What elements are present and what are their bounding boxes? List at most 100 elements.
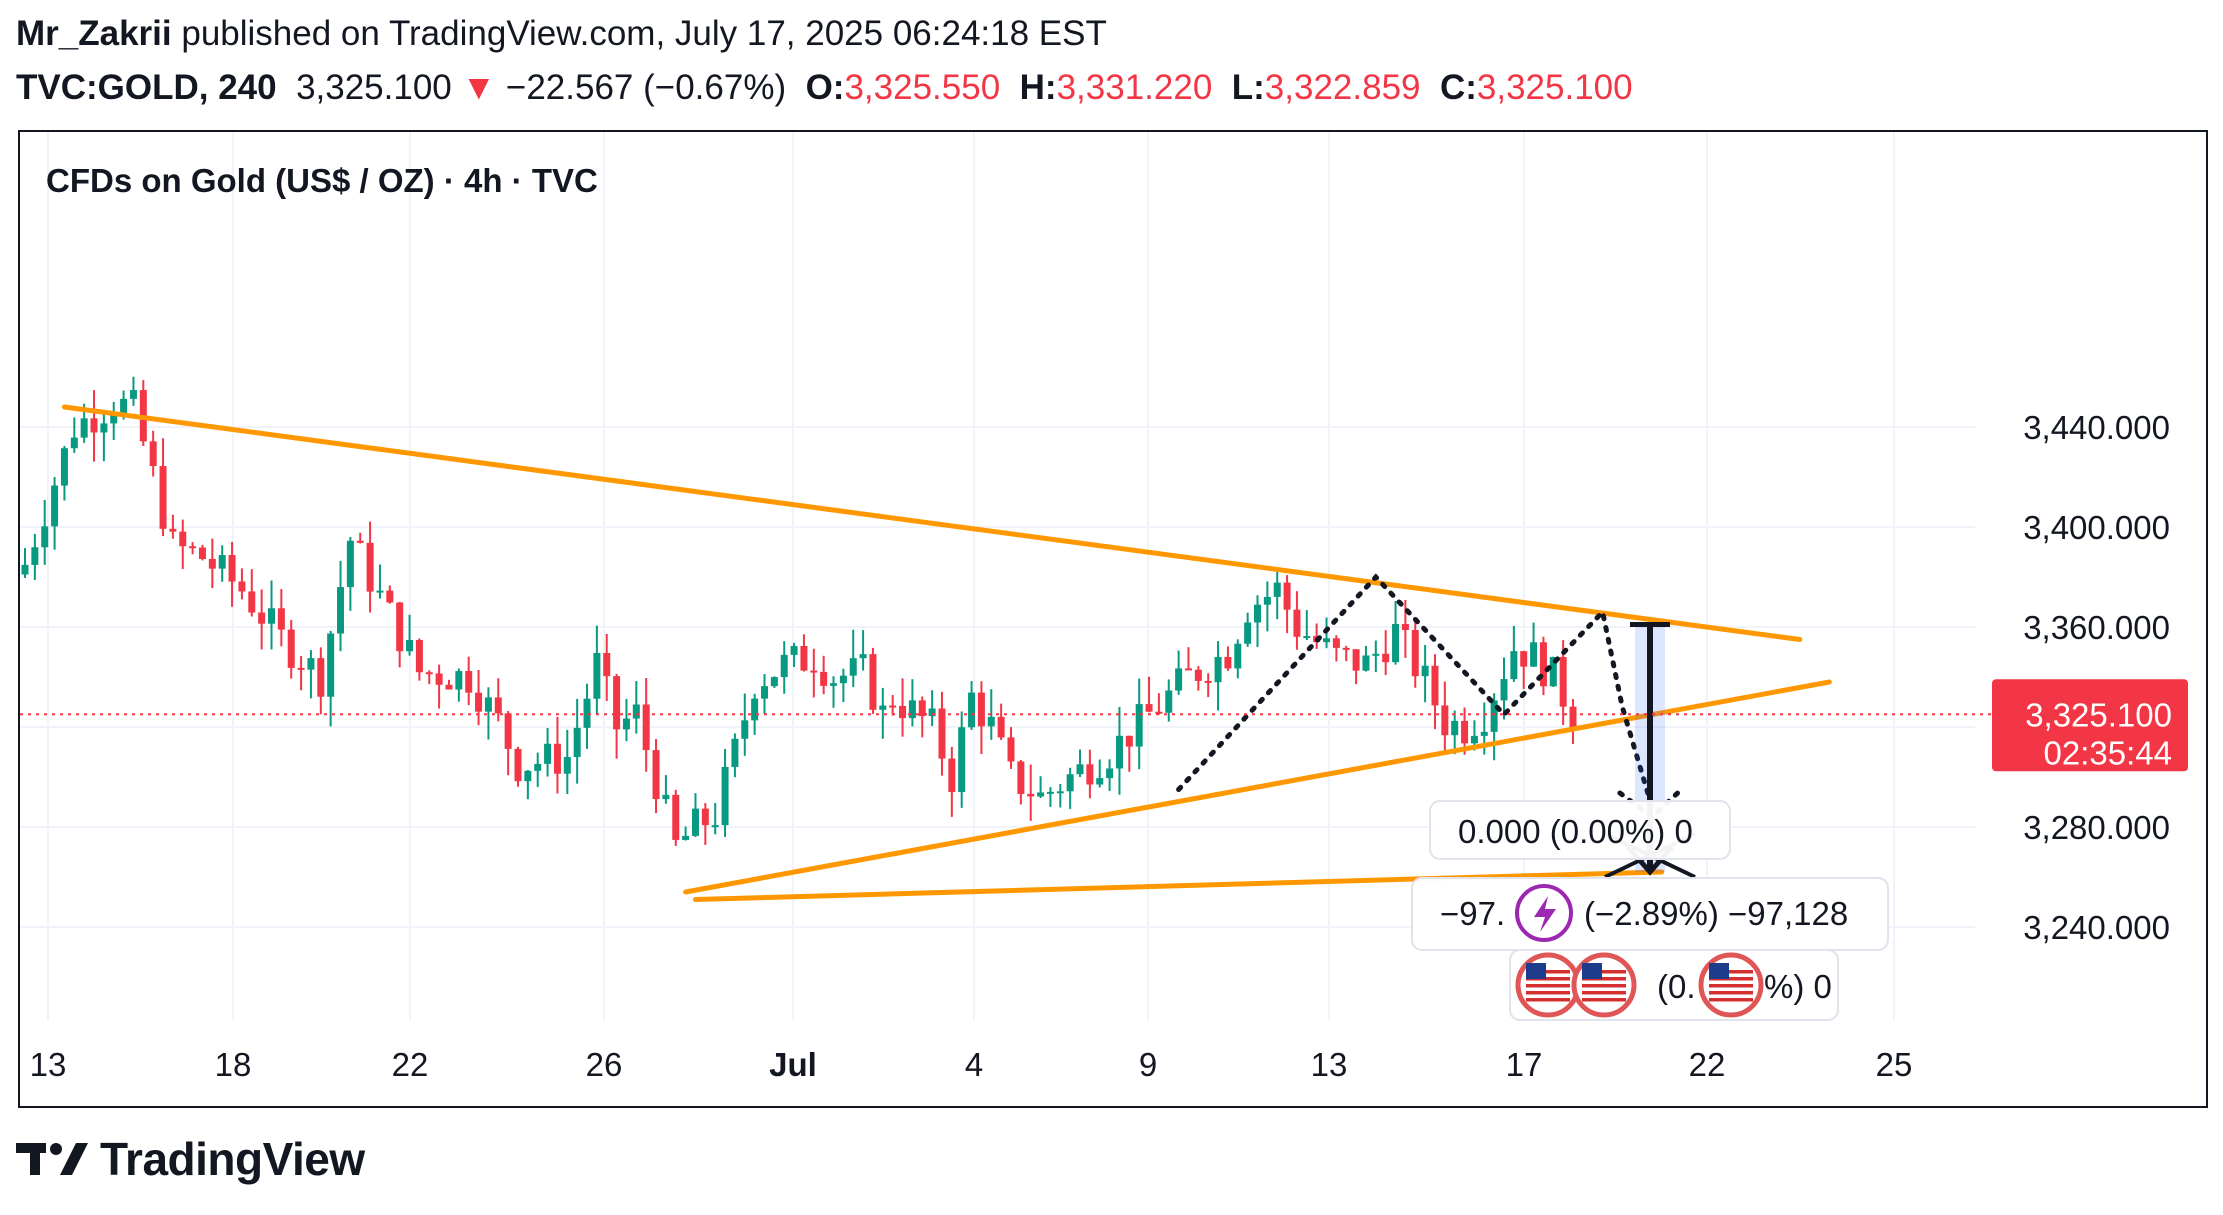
candle-body[interactable] (504, 713, 512, 749)
candle-body[interactable] (1007, 737, 1015, 762)
candle-body[interactable] (1362, 655, 1370, 671)
candle-body[interactable] (682, 835, 690, 840)
candle-body[interactable] (593, 653, 601, 699)
candle-body[interactable] (208, 558, 216, 569)
symbol-label[interactable]: TVC:GOLD, 240 (16, 68, 277, 107)
candle-body[interactable] (1135, 704, 1143, 747)
candle-body[interactable] (120, 398, 128, 415)
candle-body[interactable] (21, 564, 29, 575)
candle-body[interactable] (1204, 680, 1212, 683)
candle-body[interactable] (110, 414, 118, 424)
candle-body[interactable] (1066, 774, 1074, 792)
candle-body[interactable] (1461, 720, 1469, 744)
candle-body[interactable] (179, 531, 187, 547)
candle-body[interactable] (1530, 642, 1538, 667)
candle-body[interactable] (968, 692, 976, 728)
candle-body[interactable] (1283, 582, 1291, 610)
candle-body[interactable] (662, 794, 670, 800)
trendline-lower[interactable] (683, 679, 1832, 895)
candle-body[interactable] (1510, 651, 1518, 680)
candle-body[interactable] (70, 437, 78, 449)
candle-body[interactable] (337, 587, 345, 634)
candle-body[interactable] (1263, 596, 1271, 605)
candle-body[interactable] (415, 640, 423, 673)
candle-body[interactable] (1411, 630, 1419, 677)
candle-body[interactable] (770, 677, 778, 687)
candle-body[interactable] (1372, 653, 1380, 656)
candle-body[interactable] (672, 794, 680, 840)
candle-body[interactable] (928, 708, 936, 717)
candle-body[interactable] (1500, 679, 1508, 701)
candle-body[interactable] (899, 705, 907, 719)
candle-body[interactable] (346, 540, 354, 588)
candle-body[interactable] (31, 547, 39, 565)
candle-body[interactable] (879, 705, 887, 710)
candle-body[interactable] (1441, 705, 1449, 736)
candle-body[interactable] (889, 705, 897, 708)
candle-body[interactable] (51, 485, 59, 527)
candle-body[interactable] (544, 743, 552, 764)
candle-body[interactable] (524, 770, 532, 782)
candle-body[interactable] (356, 540, 364, 543)
candle-body[interactable] (1096, 778, 1104, 785)
candle-body[interactable] (761, 686, 768, 699)
candle-body[interactable] (731, 738, 739, 767)
candle-body[interactable] (553, 743, 561, 774)
candle-body[interactable] (1175, 668, 1183, 691)
candle-body[interactable] (1115, 735, 1123, 769)
us-flag-icon[interactable] (1698, 952, 1764, 1018)
candle-body[interactable] (1214, 656, 1222, 683)
candle-body[interactable] (1480, 731, 1488, 736)
candle-body[interactable] (1293, 609, 1301, 637)
candle-body[interactable] (159, 466, 167, 529)
candle-body[interactable] (1273, 582, 1281, 597)
candle-body[interactable] (751, 698, 759, 721)
trendline-upper[interactable] (61, 404, 1803, 642)
candle-body[interactable] (317, 658, 325, 697)
candle-body[interactable] (277, 608, 285, 630)
candle-body[interactable] (1421, 665, 1429, 677)
candles[interactable] (21, 376, 1577, 846)
candle-body[interactable] (820, 671, 828, 686)
candle-body[interactable] (189, 546, 197, 549)
candle-body[interactable] (1401, 623, 1409, 631)
candle-body[interactable] (721, 766, 729, 826)
candle-body[interactable] (938, 708, 946, 759)
candle-body[interactable] (435, 673, 443, 685)
candle-body[interactable] (918, 700, 926, 717)
candle-body[interactable] (1194, 669, 1202, 681)
candle-body[interactable] (484, 697, 492, 712)
candle-body[interactable] (228, 555, 236, 582)
candle-body[interactable] (573, 727, 581, 758)
candle-body[interactable] (1549, 657, 1557, 687)
candle-body[interactable] (741, 720, 749, 739)
candle-body[interactable] (1145, 704, 1153, 712)
candle-body[interactable] (1106, 768, 1114, 779)
candle-body[interactable] (1056, 791, 1064, 794)
candle-body[interactable] (1184, 668, 1192, 671)
candle-body[interactable] (465, 671, 473, 693)
candle-body[interactable] (1086, 764, 1094, 785)
candle-body[interactable] (958, 727, 966, 793)
last-price-badge[interactable] (1992, 679, 2188, 772)
candle-body[interactable] (475, 692, 483, 712)
candle-body[interactable] (386, 590, 394, 603)
candle-body[interactable] (366, 542, 374, 592)
candle-body[interactable] (169, 528, 177, 532)
candle-body[interactable] (287, 629, 295, 668)
candle-body[interactable] (563, 757, 571, 774)
candle-body[interactable] (1332, 638, 1340, 648)
candle-body[interactable] (691, 808, 699, 836)
candle-body[interactable] (1539, 642, 1547, 687)
candle-body[interactable] (1037, 792, 1045, 797)
candle-body[interactable] (800, 645, 808, 671)
candle-body[interactable] (1342, 647, 1350, 650)
candle-body[interactable] (1224, 656, 1232, 669)
candle-body[interactable] (632, 704, 640, 719)
candle-body[interactable] (1234, 643, 1242, 669)
candle-body[interactable] (652, 750, 660, 800)
candle-body[interactable] (425, 672, 433, 675)
candle-body[interactable] (839, 675, 847, 684)
projection-dotted-line[interactable] (1176, 573, 1655, 810)
candle-body[interactable] (1027, 793, 1035, 797)
